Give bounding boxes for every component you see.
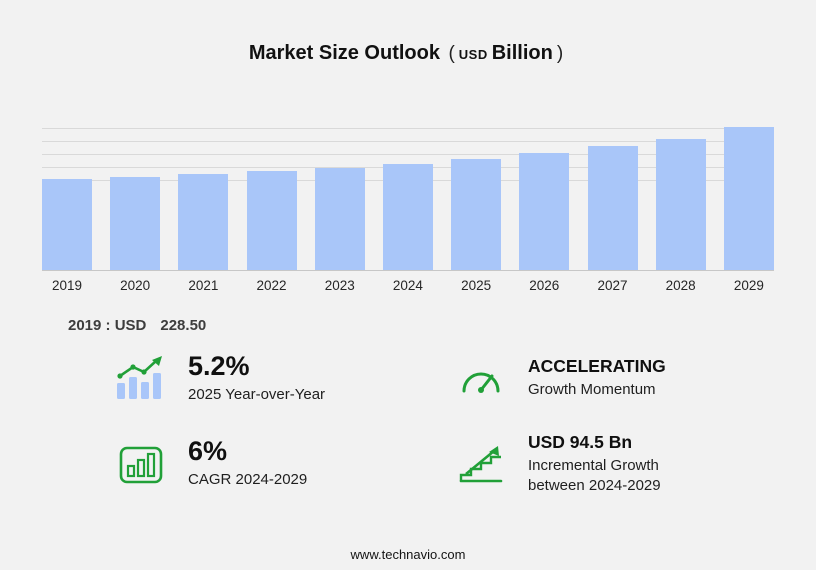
x-tick-2025: 2025: [461, 278, 492, 293]
source-url: www.technavio.com: [350, 547, 466, 562]
base-year-label: 2019 : USD: [68, 317, 147, 334]
x-tick-2026: 2026: [529, 278, 560, 293]
stat-yoy: 5.2% 2025 Year-over-Year: [112, 350, 452, 406]
title-currency: USD: [458, 47, 488, 62]
bar-2022: [246, 171, 297, 270]
stat-momentum: ACCELERATING Growth Momentum: [452, 350, 782, 406]
title-text: Market Size Outlook: [248, 42, 440, 64]
title-paren-close: ): [556, 43, 564, 64]
base-year-value: 228.50: [160, 317, 207, 334]
stat-cagr-label: CAGR 2024-2029: [188, 471, 308, 489]
x-tick-2027: 2027: [597, 278, 628, 293]
stat-yoy-value: 5.2%: [188, 350, 250, 381]
x-tick-2023: 2023: [324, 278, 355, 293]
stat-yoy-label: 2025 Year-over-Year: [188, 385, 326, 403]
x-tick-2024: 2024: [392, 278, 423, 293]
stat-momentum-label: Growth Momentum: [528, 381, 656, 399]
infographic-page: Market Size Outlook (USD Billion) 2019 202…: [0, 42, 816, 570]
x-tick-2021: 2021: [188, 278, 219, 293]
x-tick-2022: 2022: [256, 278, 287, 293]
x-tick-2029: 2029: [733, 278, 764, 293]
bar-2024: [382, 164, 433, 270]
stat-cagr-text: 6% CAGR 2024-2029: [188, 437, 307, 489]
bar-2026: [519, 153, 570, 270]
stat-momentum-value: ACCELERATING: [528, 356, 666, 377]
framed-bars-icon: [112, 444, 170, 484]
x-axis-labels: 2019 2020 2021 2022 2023 2024 2025 2026 2027 2028…: [42, 278, 774, 293]
page-title: Market Size Outlook (USD Billion): [0, 42, 816, 65]
stat-cagr-value: 6%: [188, 436, 228, 467]
stat-incremental-label: Incremental Growth between 2024-2029: [528, 457, 661, 494]
stat-incremental-value: USD 94.5 Bn: [528, 432, 633, 452]
stat-incremental-text: USD 94.5 Bn Incremental Growth between 2…: [528, 432, 703, 495]
speedometer-icon: [452, 359, 510, 397]
stat-incremental: USD 94.5 Bn Incremental Growth between 2…: [452, 432, 782, 495]
x-tick-2028: 2028: [665, 278, 696, 293]
market-size-bar-chart: 2019 2020 2021 2022 2023 2024 2025 2026 2027 2028…: [42, 123, 774, 293]
bar-2025: [451, 159, 502, 270]
bar-growth-icon: [112, 355, 170, 401]
title-unit: Billion: [491, 42, 553, 64]
growth-arrow-icon: [452, 444, 510, 484]
stat-cagr: 6% CAGR 2024-2029: [112, 432, 452, 495]
title-paren-open: (: [448, 43, 455, 64]
base-year-annotation: 2019 : USD 228.50: [68, 317, 816, 334]
gridline-2: [42, 154, 774, 155]
stat-momentum-text: ACCELERATING Growth Momentum: [528, 356, 666, 400]
bar-2019: [42, 179, 92, 270]
plot-area: [42, 123, 774, 271]
x-tick-2019: 2019: [51, 278, 83, 293]
gridline-0: [42, 128, 774, 129]
bar-2027: [587, 146, 638, 270]
bar-2028: [655, 139, 706, 270]
bar-2023: [314, 168, 365, 270]
bar-2020: [110, 177, 161, 270]
gridline-1: [42, 141, 774, 142]
bar-series: [42, 123, 774, 270]
bar-2021: [178, 174, 229, 270]
bar-2029: [723, 127, 774, 270]
x-tick-2020: 2020: [120, 278, 151, 293]
stats-grid: 5.2% 2025 Year-over-Year ACCELERATING Gr…: [112, 350, 816, 495]
stat-yoy-text: 5.2% 2025 Year-over-Year: [188, 350, 326, 404]
